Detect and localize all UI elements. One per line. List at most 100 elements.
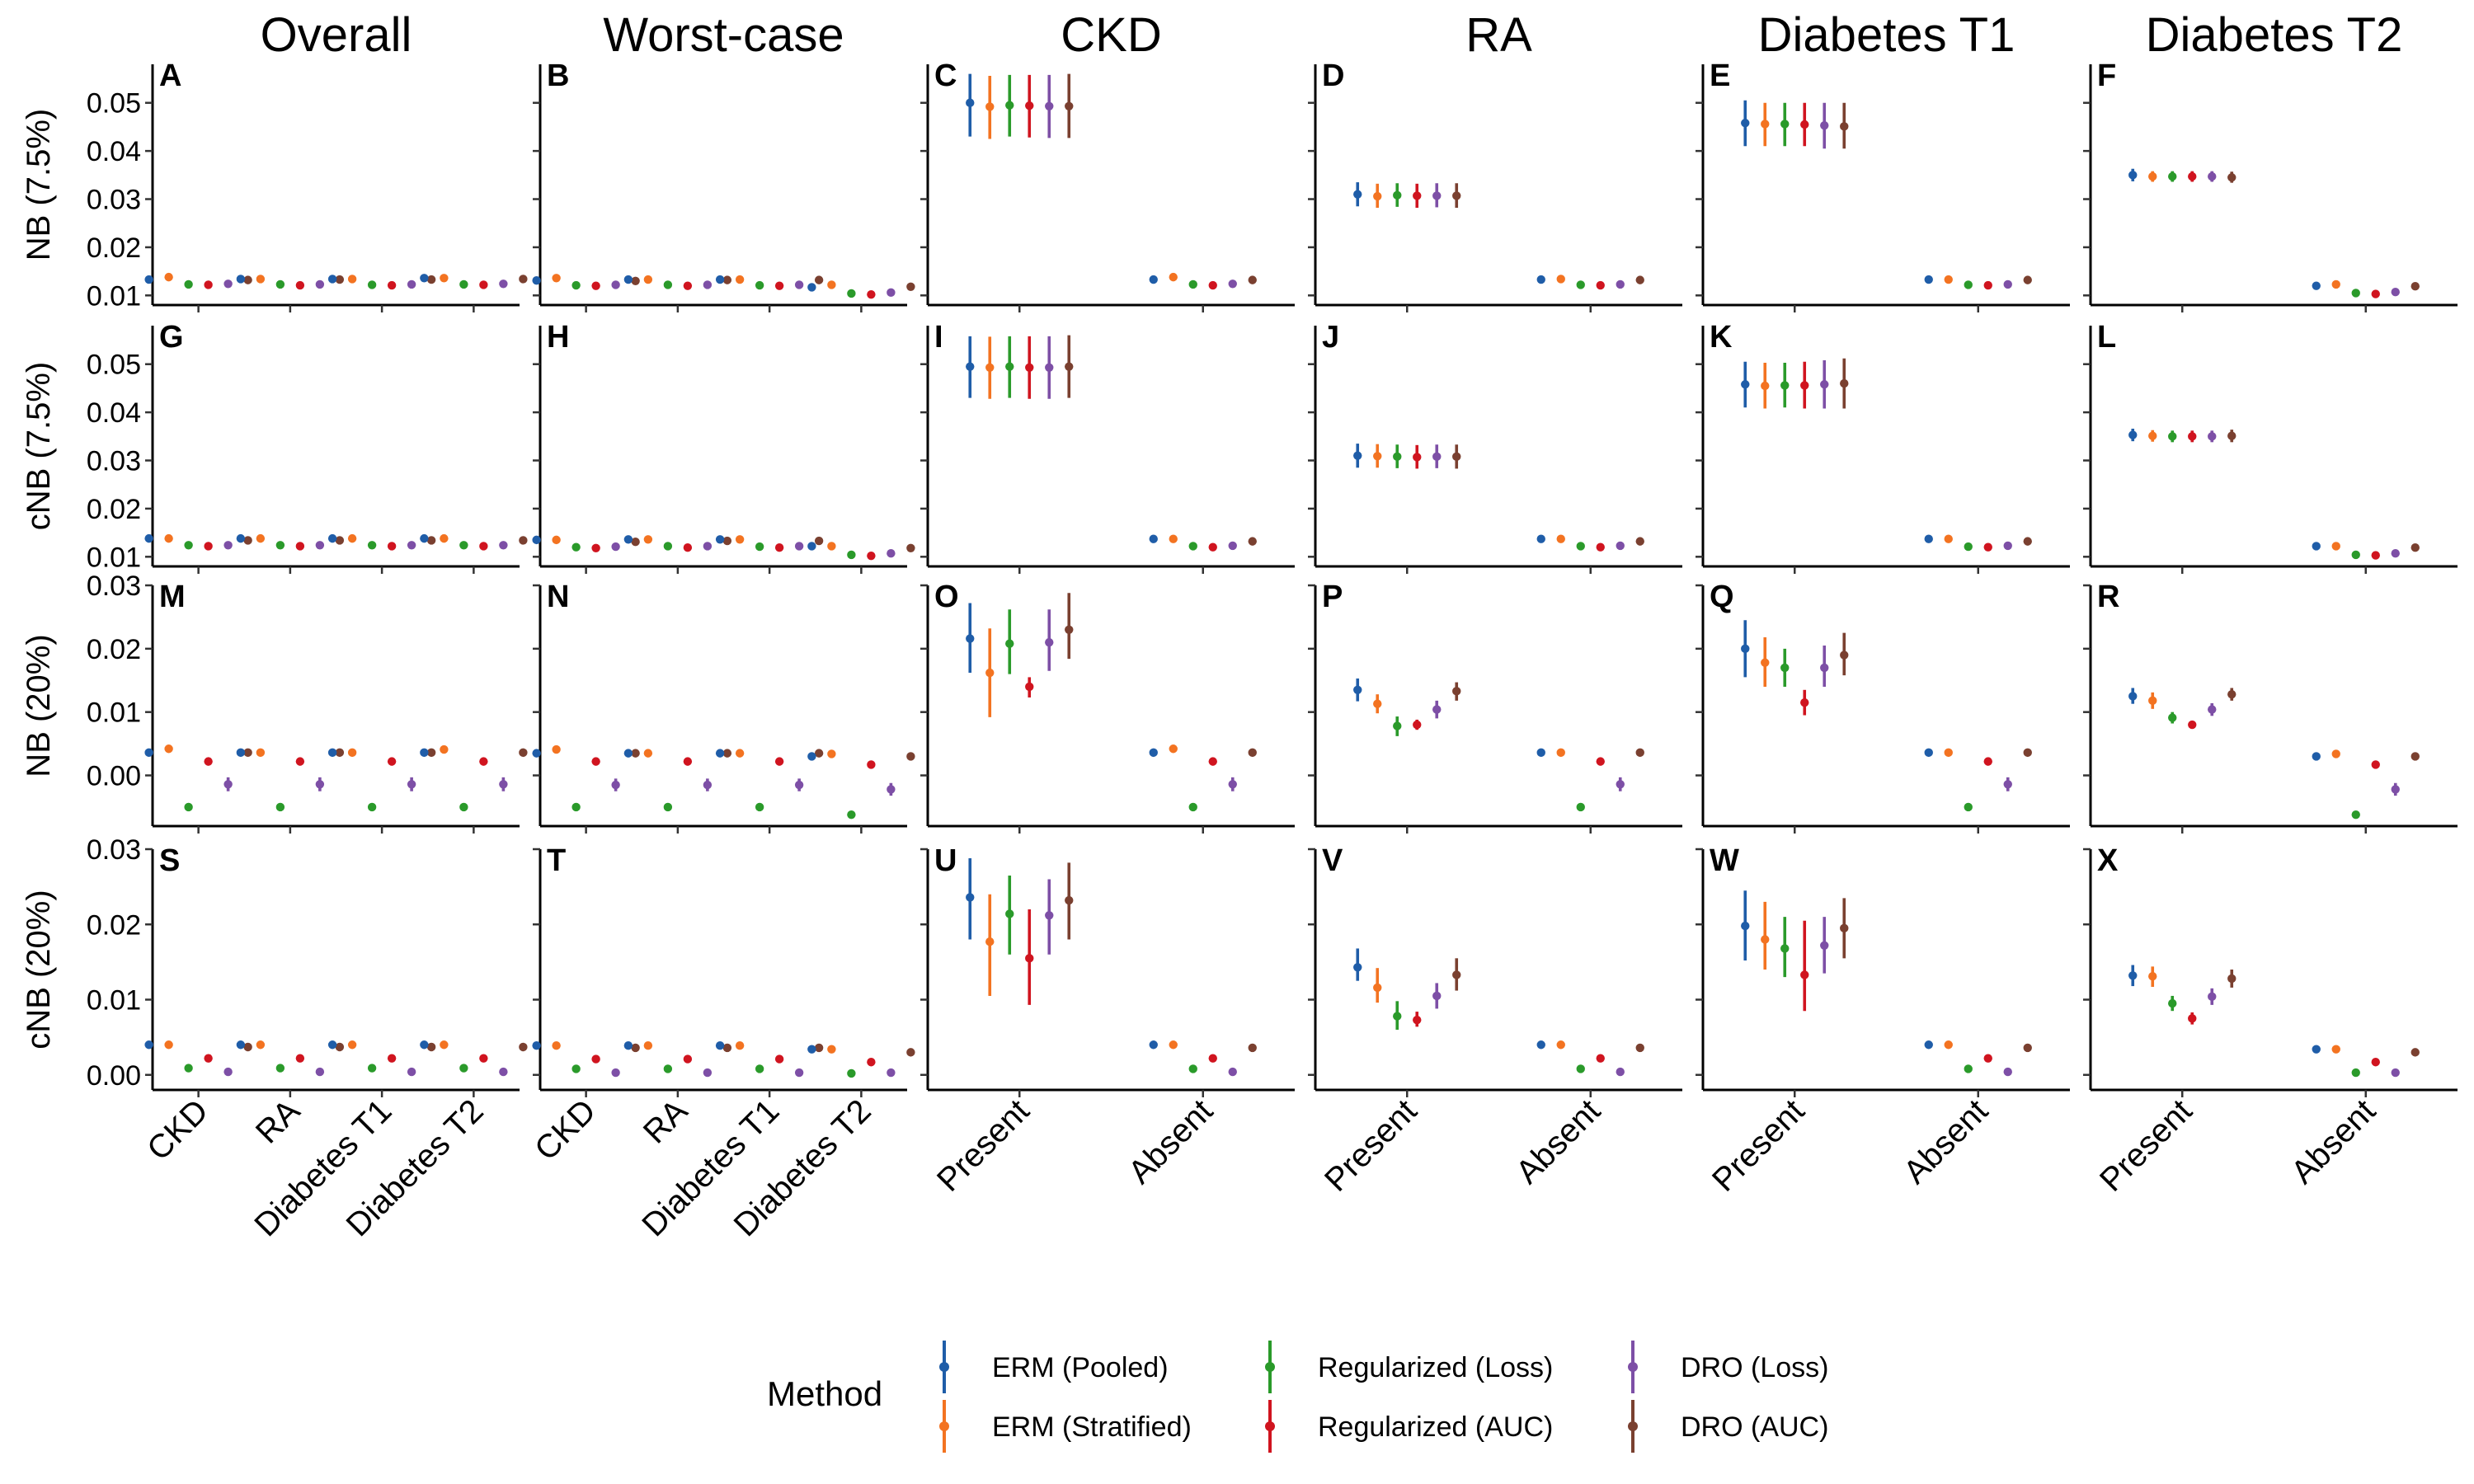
point-regularized-loss: [459, 541, 468, 550]
y-tick-label: 0.04: [87, 397, 141, 429]
point-dro-auc: [1248, 537, 1257, 546]
point-erm-pooled: [966, 98, 975, 107]
point-regularized-auc: [2188, 432, 2197, 441]
point-erm-pooled: [532, 276, 541, 285]
point-regularized-auc: [2371, 289, 2380, 298]
panel-d: D: [1308, 59, 1682, 312]
point-erm-pooled: [807, 752, 816, 761]
point-regularized-loss: [459, 279, 468, 289]
legend-entry-dro-loss: DRO (Loss): [1628, 1341, 1828, 1393]
point-regularized-auc: [867, 289, 876, 299]
point-dro-loss: [407, 279, 416, 289]
point-regularized-loss: [847, 810, 856, 819]
y-tick-label: 0.01: [87, 280, 141, 312]
point-erm-stratified: [1169, 272, 1178, 282]
point-erm-stratified: [827, 1045, 836, 1054]
panel-letter: K: [1710, 320, 1733, 355]
point-erm-stratified: [735, 749, 745, 758]
panel-letter: U: [934, 843, 957, 878]
point-regularized-loss: [755, 1064, 764, 1073]
panel-letter: M: [159, 580, 186, 614]
point-erm-pooled: [236, 748, 246, 758]
point-erm-pooled: [807, 1045, 816, 1054]
panel-g: 0.01 0.02 0.03 0.04 0.05 G: [87, 320, 528, 574]
point-regularized-loss: [1393, 452, 1402, 462]
panel-o: O: [920, 580, 1295, 834]
point-dro-auc: [335, 1042, 345, 1052]
point-erm-stratified: [440, 533, 449, 543]
legend-label: ERM (Stratified): [992, 1411, 1192, 1443]
point-erm-stratified: [2331, 1045, 2340, 1054]
panel-f: F: [2083, 59, 2458, 312]
point-regularized-auc: [1025, 101, 1034, 110]
panel-letter: R: [2097, 580, 2119, 614]
legend-entry-regularized-auc: Regularized (AUC): [1265, 1400, 1553, 1453]
point-dro-auc: [722, 536, 732, 546]
panel-letter: B: [547, 59, 569, 93]
point-erm-stratified: [1944, 748, 1953, 758]
column-title-diabetes-t1: Diabetes T1: [1758, 8, 2015, 62]
point-regularized-auc: [1025, 363, 1034, 373]
point-dro-auc: [1065, 895, 1074, 905]
point-regularized-auc: [1596, 757, 1605, 766]
point-erm-stratified: [1556, 275, 1565, 284]
point-dro-loss: [499, 780, 508, 789]
point-erm-stratified: [2148, 972, 2157, 981]
point-regularized-loss: [1005, 101, 1014, 110]
point-erm-pooled: [420, 274, 429, 283]
point-erm-stratified: [1169, 1040, 1178, 1050]
point-dro-loss: [2208, 432, 2217, 441]
panel-m: 0.00 0.01 0.02 0.03 M: [87, 571, 528, 834]
row-labels: NB (7.5%) cNB (7.5%) NB (20%) cNB (20%): [21, 109, 57, 1050]
point-dro-auc: [335, 275, 345, 284]
point-regularized-loss: [1780, 944, 1790, 953]
point-regularized-auc: [2371, 551, 2380, 560]
point-dro-loss: [794, 780, 804, 790]
point-erm-stratified: [347, 533, 357, 543]
point-erm-pooled: [532, 535, 541, 545]
y-tick-label: 0.05: [87, 350, 141, 381]
point-dro-loss: [1820, 120, 1829, 130]
y-tick-label: 0.00: [87, 1060, 141, 1092]
point-dro-auc: [426, 275, 436, 284]
point-regularized-auc: [204, 280, 213, 289]
point-dro-auc: [335, 748, 345, 758]
point-regularized-loss: [1964, 802, 1973, 812]
panel-a: 0.01 0.02 0.03 0.04 0.05 A: [87, 59, 528, 312]
point-regularized-loss: [2351, 289, 2360, 298]
panel-l: L: [2083, 320, 2458, 574]
point-regularized-loss: [2351, 550, 2360, 560]
point-regularized-auc: [1800, 381, 1809, 390]
point-erm-stratified: [256, 275, 266, 284]
point-erm-stratified: [256, 1040, 266, 1050]
legend-label: DRO (Loss): [1681, 1352, 1828, 1383]
point-dro-auc: [722, 749, 732, 758]
point-regularized-auc: [479, 542, 488, 551]
point-regularized-loss: [663, 802, 673, 812]
point-erm-stratified: [1169, 744, 1178, 754]
point-dro-loss: [887, 288, 896, 298]
point-regularized-loss: [571, 802, 581, 812]
point-dro-loss: [223, 541, 233, 550]
panel-letter: X: [2097, 843, 2119, 878]
y-tick-label: 0.01: [87, 985, 141, 1017]
point-regularized-loss: [571, 1064, 581, 1073]
legend-entry-regularized-loss: Regularized (Loss): [1265, 1341, 1553, 1393]
point-dro-auc: [519, 275, 528, 284]
column-title-ra: RA: [1465, 8, 1532, 62]
point-regularized-auc: [479, 757, 488, 766]
point-erm-pooled: [1149, 748, 1158, 758]
point-erm-stratified: [735, 535, 745, 544]
point-erm-stratified: [440, 274, 449, 283]
point-dro-auc: [2227, 974, 2236, 984]
column-title-overall: Overall: [261, 8, 412, 62]
point-dro-loss: [407, 780, 416, 789]
point-erm-pooled: [623, 1040, 633, 1050]
point-erm-stratified: [440, 744, 449, 754]
legend-key-point: [1265, 1421, 1275, 1431]
point-dro-auc: [814, 536, 824, 546]
point-erm-stratified: [1373, 699, 1382, 708]
point-regularized-auc: [1983, 542, 1992, 552]
point-erm-pooled: [1353, 963, 1362, 972]
